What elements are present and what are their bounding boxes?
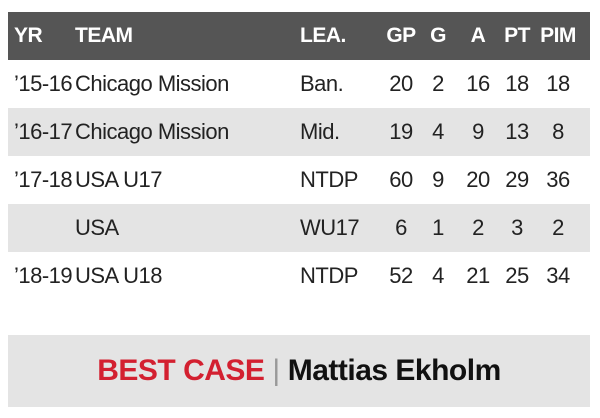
table-row: ’15-16 Chicago Mission Ban. 20 2 16 18 18 xyxy=(8,60,590,108)
table-row: ’17-18 USA U17 NTDP 60 9 20 29 36 xyxy=(8,156,590,204)
table-cell: 9 xyxy=(472,119,484,144)
table-cell: 25 xyxy=(505,263,529,288)
table-cell: WU17 xyxy=(300,215,360,240)
table-cell: USA U18 xyxy=(75,263,163,288)
table-cell: 60 xyxy=(389,167,413,192)
table-cell: ’18-19 xyxy=(14,263,73,288)
header-cell: GP xyxy=(386,24,416,47)
table-cell: 1 xyxy=(432,215,444,240)
table-cell: USA xyxy=(75,215,119,240)
table-cell: 8 xyxy=(552,119,564,144)
footer-separator: | xyxy=(272,354,280,387)
table-row: ’16-17 Chicago Mission Mid. 19 4 9 13 8 xyxy=(8,108,590,156)
footer-label: BEST CASE xyxy=(97,354,265,387)
table-cell: NTDP xyxy=(300,167,358,192)
table-cell: 3 xyxy=(511,215,523,240)
table-cell: USA U17 xyxy=(75,167,163,192)
table-cell: 9 xyxy=(432,167,444,192)
table-cell: 20 xyxy=(466,167,490,192)
header-row: YR TEAM LEA. GP G A PT PIM xyxy=(8,12,590,60)
table-cell: 20 xyxy=(389,71,413,96)
table-cell: 2 xyxy=(552,215,564,240)
table-cell: 18 xyxy=(546,71,570,96)
table-cell: ’16-17 xyxy=(14,119,73,144)
header-cell: PT xyxy=(504,24,530,47)
table-cell: 4 xyxy=(432,263,444,288)
table-cell: 34 xyxy=(546,263,570,288)
header-cell: YR xyxy=(14,24,43,47)
table-cell: 2 xyxy=(472,215,484,240)
table-cell: NTDP xyxy=(300,263,358,288)
table-cell: ’15-16 xyxy=(14,71,73,96)
table-cell: 21 xyxy=(466,263,490,288)
table-cell: 18 xyxy=(505,71,529,96)
table-cell: 36 xyxy=(546,167,570,192)
header-cell: A xyxy=(470,24,486,47)
table-cell: Chicago Mission xyxy=(75,119,229,144)
footer: BEST CASE | Mattias Ekholm xyxy=(8,335,590,407)
table-cell: 4 xyxy=(432,119,444,144)
table-cell: 2 xyxy=(432,71,444,96)
table-cell: ’17-18 xyxy=(14,167,73,192)
table-cell: Mid. xyxy=(300,119,340,144)
table-cell: 29 xyxy=(505,167,529,192)
table-cell: Chicago Mission xyxy=(75,71,229,96)
table-cell: 19 xyxy=(389,119,413,144)
table-cell: 52 xyxy=(389,263,413,288)
table-cell: 16 xyxy=(466,71,490,96)
table-cell: 6 xyxy=(395,215,407,240)
footer-name: Mattias Ekholm xyxy=(287,354,502,387)
header-cell: G xyxy=(430,24,446,47)
table-cell: Ban. xyxy=(300,71,344,96)
header-cell: TEAM xyxy=(75,24,133,47)
table-row: USA WU17 6 1 2 3 2 xyxy=(8,204,590,252)
header-cell: PIM xyxy=(540,24,576,47)
header-cell: LEA. xyxy=(300,24,346,47)
table-row: ’18-19 USA U18 NTDP 52 4 21 25 34 xyxy=(8,252,590,300)
table-cell: 13 xyxy=(505,119,529,144)
